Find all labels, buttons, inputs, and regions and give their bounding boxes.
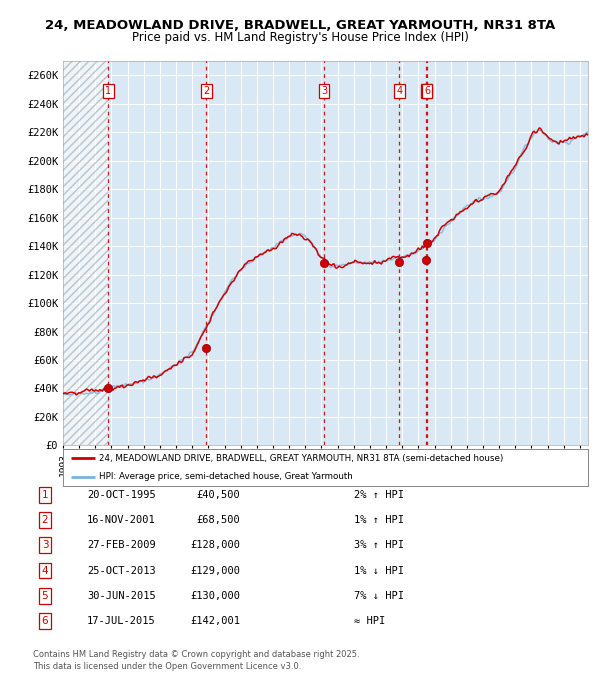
Text: 6: 6 [424,86,430,96]
Text: 20-OCT-1995: 20-OCT-1995 [87,490,156,500]
Text: 4: 4 [396,86,403,96]
Text: 30-JUN-2015: 30-JUN-2015 [87,591,156,600]
Text: 1% ↑ HPI: 1% ↑ HPI [354,515,404,525]
Text: 1% ↓ HPI: 1% ↓ HPI [354,566,404,575]
Text: 1: 1 [106,86,112,96]
Text: 24, MEADOWLAND DRIVE, BRADWELL, GREAT YARMOUTH, NR31 8TA (semi-detached house): 24, MEADOWLAND DRIVE, BRADWELL, GREAT YA… [98,454,503,462]
Text: 7% ↓ HPI: 7% ↓ HPI [354,591,404,600]
Text: 5: 5 [423,86,430,96]
Text: 4: 4 [41,566,49,575]
Text: 17-JUL-2015: 17-JUL-2015 [87,616,156,626]
Text: 2: 2 [41,515,49,525]
Text: 2% ↑ HPI: 2% ↑ HPI [354,490,404,500]
Text: 1: 1 [41,490,49,500]
Text: 24, MEADOWLAND DRIVE, BRADWELL, GREAT YARMOUTH, NR31 8TA: 24, MEADOWLAND DRIVE, BRADWELL, GREAT YA… [45,18,555,32]
Bar [63,61,109,445]
Text: 2: 2 [203,86,209,96]
Text: 16-NOV-2001: 16-NOV-2001 [87,515,156,525]
Text: £40,500: £40,500 [196,490,240,500]
Text: 6: 6 [41,616,49,626]
Text: £142,001: £142,001 [190,616,240,626]
Text: £128,000: £128,000 [190,541,240,550]
Text: £130,000: £130,000 [190,591,240,600]
Text: 3% ↑ HPI: 3% ↑ HPI [354,541,404,550]
Text: £68,500: £68,500 [196,515,240,525]
Text: £129,000: £129,000 [190,566,240,575]
Text: 3: 3 [41,541,49,550]
Text: Price paid vs. HM Land Registry's House Price Index (HPI): Price paid vs. HM Land Registry's House … [131,31,469,44]
Text: 25-OCT-2013: 25-OCT-2013 [87,566,156,575]
Text: HPI: Average price, semi-detached house, Great Yarmouth: HPI: Average price, semi-detached house,… [98,473,352,481]
Text: 5: 5 [41,591,49,600]
Text: Contains HM Land Registry data © Crown copyright and database right 2025.
This d: Contains HM Land Registry data © Crown c… [33,650,359,671]
Text: ≈ HPI: ≈ HPI [354,616,385,626]
Text: 3: 3 [321,86,327,96]
Text: 27-FEB-2009: 27-FEB-2009 [87,541,156,550]
